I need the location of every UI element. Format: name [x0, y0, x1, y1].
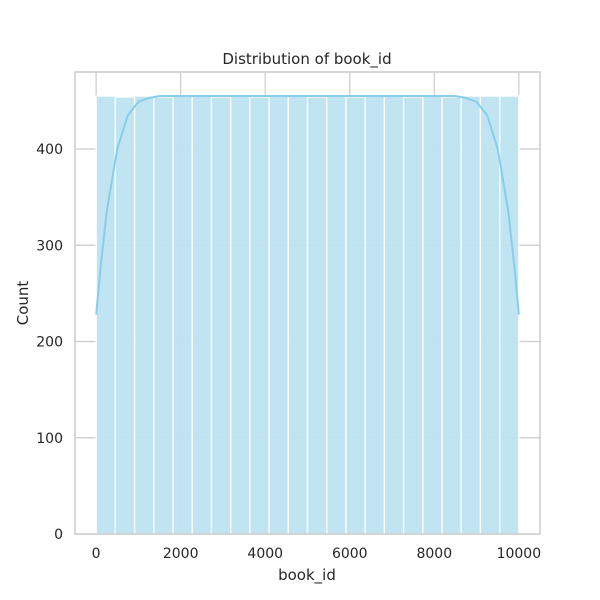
histogram-bar — [268, 95, 289, 535]
histogram-bar — [210, 96, 232, 535]
histogram-bar — [422, 95, 443, 535]
histogram-bar — [306, 96, 328, 535]
y-tick-label: 200 — [36, 335, 63, 351]
histogram-bar — [345, 96, 366, 535]
plot-frame — [74, 71, 541, 535]
chart-title: Distribution of book_id — [222, 50, 391, 69]
histogram-bar — [287, 95, 309, 535]
histogram-bar — [364, 95, 386, 535]
histogram-bar — [402, 96, 424, 535]
x-axis-label: book_id — [278, 566, 336, 585]
histogram-bar — [95, 95, 117, 535]
x-tick-label: 4000 — [247, 546, 283, 562]
histogram-bar — [153, 96, 174, 535]
x-tick-label: 8000 — [416, 546, 452, 562]
x-tick-label: 0 — [92, 546, 101, 562]
histogram-bar — [326, 95, 347, 535]
histogram-bar — [229, 95, 251, 535]
y-tick-label: 0 — [54, 527, 63, 543]
histogram-bar — [460, 95, 482, 535]
histogram-bar — [441, 96, 462, 535]
bars — [95, 95, 520, 535]
tick-labels: 0 2000 4000 6000 8000 10000 0 100 200 300 400 — [36, 142, 541, 562]
histogram-bar — [383, 95, 405, 535]
histogram-bar — [249, 96, 270, 535]
histogram-bar — [499, 95, 520, 535]
histogram-bar — [172, 95, 193, 535]
y-tick-label: 400 — [36, 142, 63, 158]
x-tick-label: 6000 — [332, 546, 368, 562]
y-axis-label: Count — [14, 281, 32, 326]
histogram-bar — [479, 95, 501, 535]
x-tick-label: 2000 — [163, 546, 199, 562]
x-tick-label: 10000 — [497, 546, 542, 562]
histogram-bar — [133, 95, 155, 535]
histogram-bar — [114, 96, 136, 535]
y-tick-label: 300 — [36, 238, 63, 254]
y-tick-label: 100 — [36, 431, 63, 447]
kde-curve — [95, 95, 520, 315]
histogram-bar — [191, 95, 213, 535]
